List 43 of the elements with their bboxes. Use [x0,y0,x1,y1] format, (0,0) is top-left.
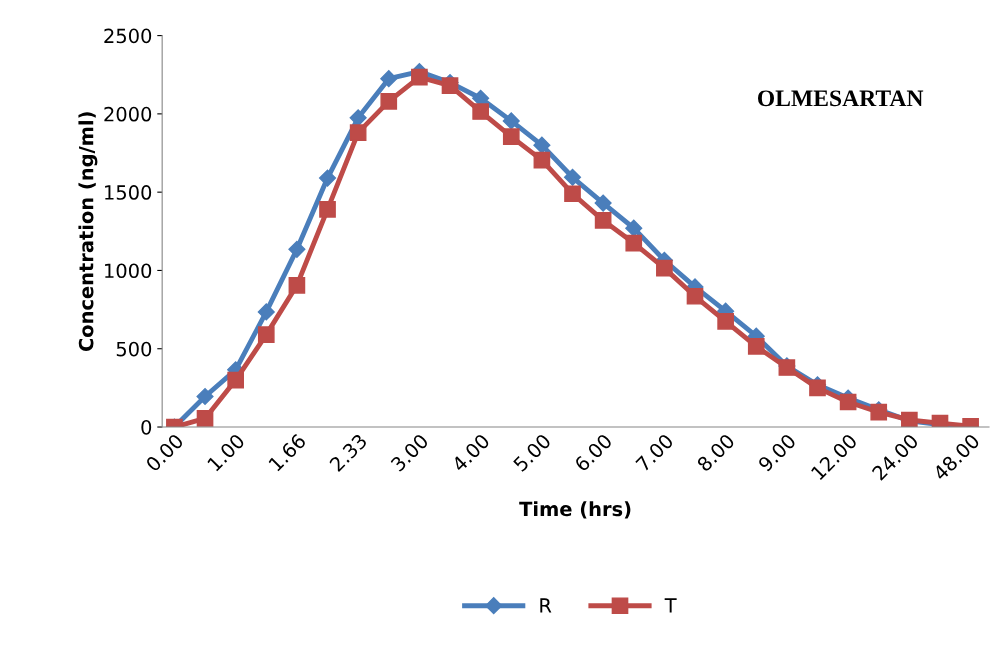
point [472,103,489,120]
y-tick-label: 1000 [105,263,152,279]
point [717,312,734,330]
point [288,240,306,258]
y-tick-label: 2000 [104,106,152,122]
point [318,169,337,187]
y-axis-title: Concentration (ng/ml) [78,112,98,352]
point [380,93,398,110]
y-tick-label: 2500 [104,28,152,44]
point [564,185,581,203]
point [349,124,367,141]
point [441,77,459,95]
point [533,151,551,169]
point [533,136,551,154]
point [686,287,704,305]
point [563,168,582,186]
point [319,201,336,218]
x-axis-title: Time (hrs) [519,501,631,519]
point [594,212,612,229]
point [747,338,765,355]
point [625,234,643,252]
annotation: OLMESARTAN [757,90,924,107]
point [227,371,244,389]
point [380,70,398,88]
point [349,109,367,127]
point [196,410,214,427]
y-tick-label: 1500 [105,185,152,200]
y-tick-label: 0 [141,419,152,435]
point [288,276,306,294]
point [809,379,826,397]
point [625,219,643,237]
point [594,194,612,212]
point [257,303,275,321]
point [411,68,428,86]
y-tick-label: 500 [116,341,152,357]
point [257,326,275,343]
legend-label: T [664,598,677,613]
point [502,128,520,145]
point [656,259,673,277]
legend-label: R [540,598,552,613]
point [839,393,857,411]
point [502,112,520,130]
point [196,387,214,406]
